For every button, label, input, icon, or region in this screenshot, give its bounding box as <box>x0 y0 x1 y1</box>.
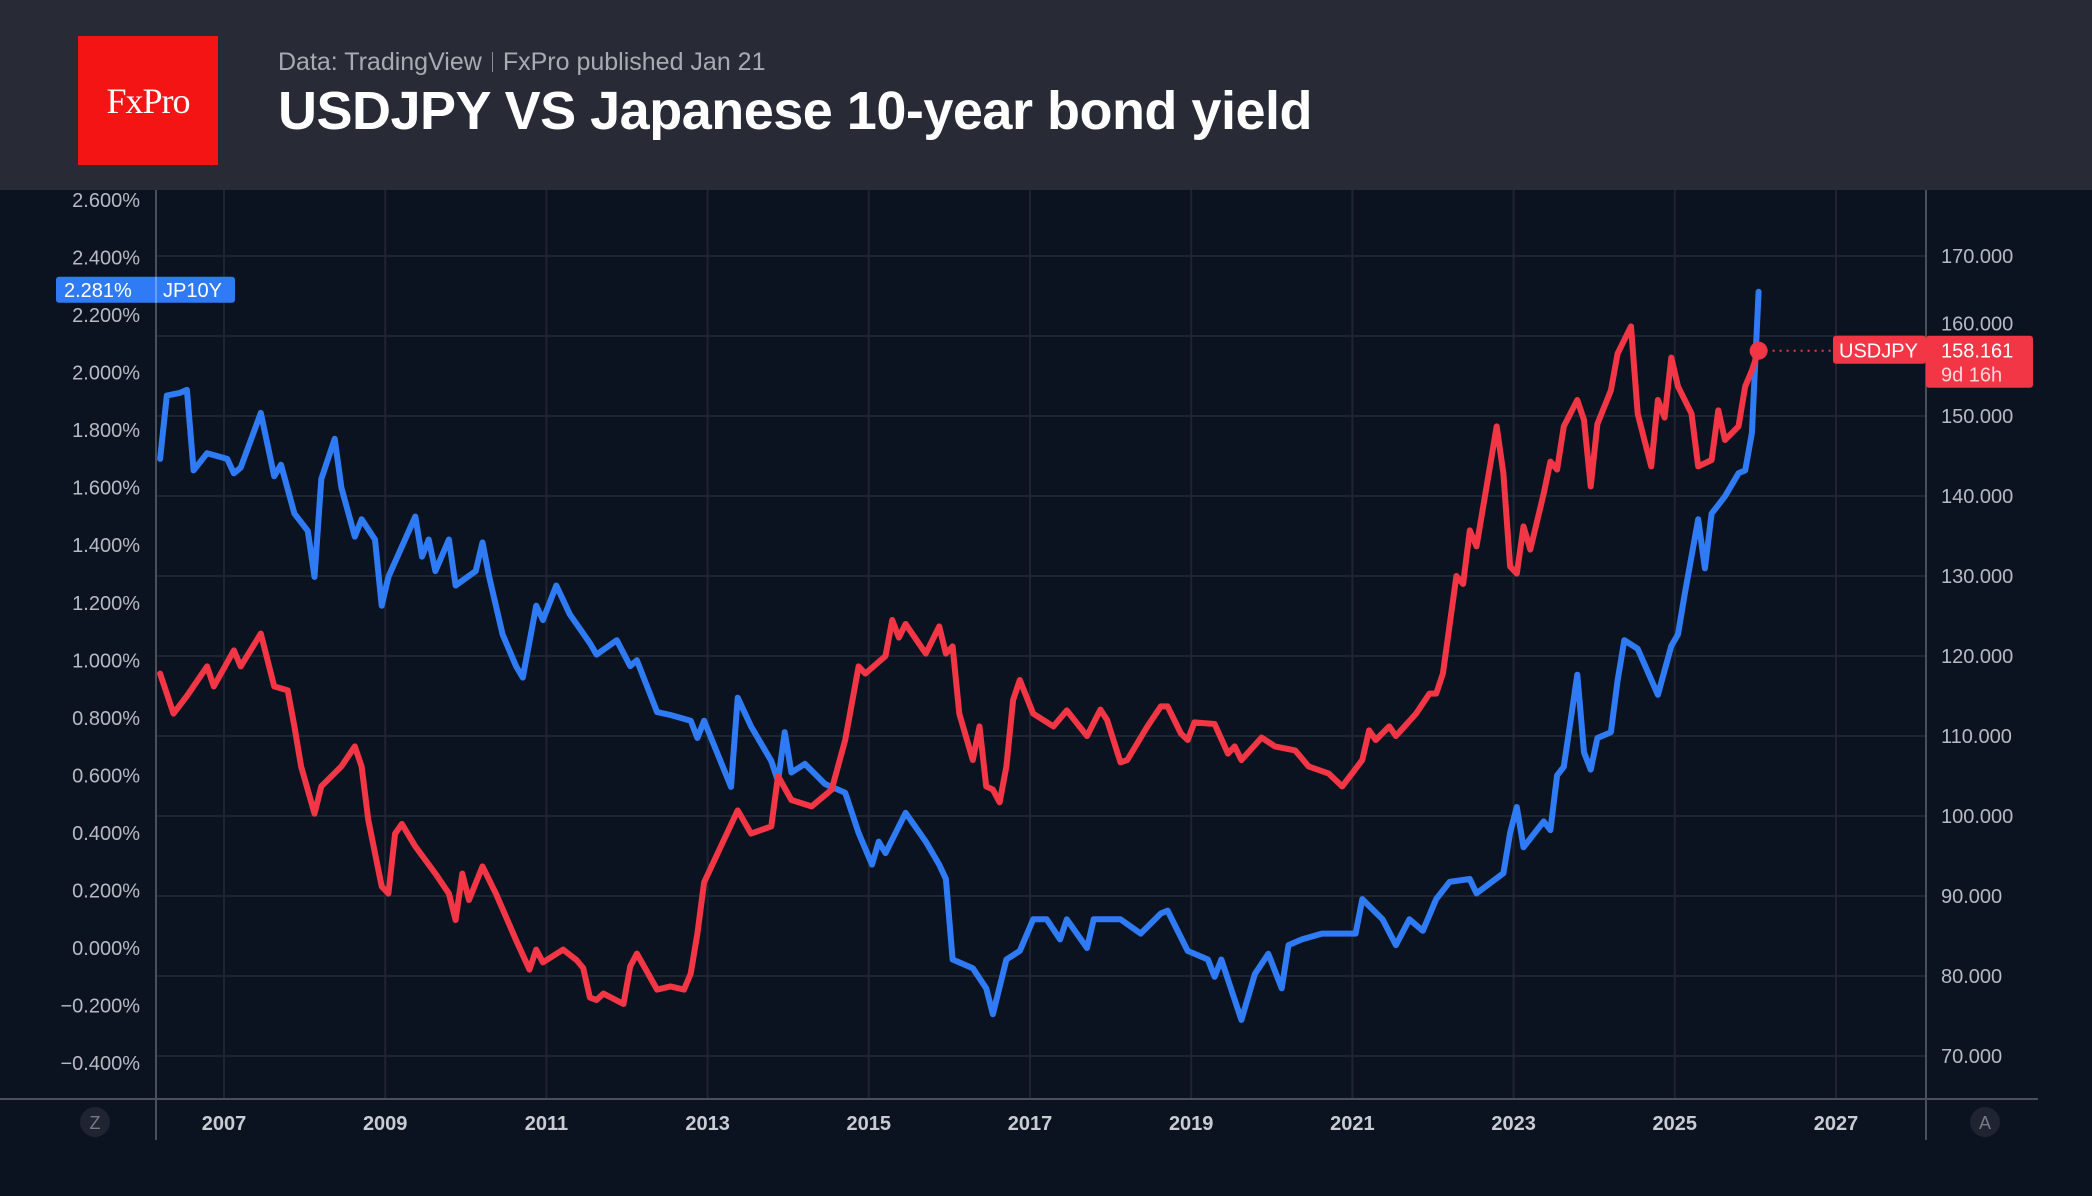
x-tick-label: 2011 <box>525 1113 568 1135</box>
x-tick-label: 2009 <box>363 1113 408 1135</box>
auto-button-bg[interactable] <box>1970 1107 2000 1137</box>
right-tick-label: 160.000 <box>1941 314 2013 336</box>
left-tick-label: 1.400% <box>72 535 140 557</box>
x-tick-label: 2019 <box>1169 1113 1214 1135</box>
axes: 2007 2009 2011 2013 2015 2017 2019 2021 2023 2025… <box>0 190 2038 1140</box>
x-tick-label: 2017 <box>1008 1113 1053 1135</box>
right-tick-label: 70.000 <box>1941 1046 2002 1068</box>
left-tick-label: 0.600% <box>72 765 140 787</box>
right-tick-label: 110.000 <box>1941 726 2012 748</box>
x-tick-label: 2025 <box>1653 1113 1698 1135</box>
auto-scale-button-label[interactable]: Z <box>90 1113 101 1133</box>
auto-button-label[interactable]: A <box>1979 1113 1991 1133</box>
x-tick-label: 2027 <box>1814 1113 1859 1135</box>
left-tick-label: 1.800% <box>72 420 140 442</box>
auto-button[interactable]: A <box>1970 1107 2000 1137</box>
left-tick-label: 2.000% <box>72 363 140 385</box>
chart-title: USDJPY VS Japanese 10-year bond yield <box>278 81 1312 141</box>
data-source: Data: TradingView <box>278 48 482 76</box>
x-tick-label: 2013 <box>685 1113 730 1135</box>
left-tick-label: 2.600% <box>72 190 140 212</box>
series-line-jp10y <box>157 288 1762 1023</box>
right-tick-label: 100.000 <box>1941 806 2013 828</box>
x-tick-label: 2021 <box>1330 1113 1375 1135</box>
left-tick-label: 0.800% <box>72 708 140 730</box>
usdjpy-name-text: USDJPY <box>1839 341 1918 363</box>
jp10y-name-text: JP10Y <box>163 280 222 302</box>
right-tick-label: 90.000 <box>1941 886 2002 908</box>
left-tick-label: 1.200% <box>72 593 140 615</box>
left-tick-label: 1.000% <box>72 650 140 672</box>
countdown-text: 9d 16h <box>1941 365 2002 387</box>
last-price-dot <box>1749 341 1768 360</box>
jp10y-value-text: 2.281% <box>64 280 132 302</box>
left-tick-label: 0.000% <box>72 938 140 960</box>
left-tick-label: 2.400% <box>72 248 140 270</box>
auto-scale-button[interactable]: Z <box>80 1107 110 1137</box>
left-tick-label: 0.400% <box>72 823 140 845</box>
left-tick-label: −0.200% <box>60 996 140 1018</box>
left-tick-label: 0.200% <box>72 880 140 902</box>
right-tick-label: 80.000 <box>1941 966 2002 988</box>
x-tick-label: 2023 <box>1491 1113 1536 1135</box>
auto-scale-button-bg[interactable] <box>80 1107 110 1137</box>
subtitle: Data: TradingView FxPro published Jan 21 <box>278 48 766 77</box>
jp10y-label <box>56 276 235 303</box>
header: FxPro Data: TradingView FxPro published J… <box>0 0 2092 190</box>
x-tick-label: 2015 <box>847 1113 892 1135</box>
right-tick-label: 170.000 <box>1941 246 2013 268</box>
grid <box>156 190 1926 1099</box>
left-tick-label: −0.400% <box>60 1053 140 1075</box>
published-date: FxPro published Jan 21 <box>502 48 766 76</box>
right-tick-label: 140.000 <box>1941 486 2013 508</box>
usdjpy-price-label <box>1926 335 2033 388</box>
usdjpy-price-text: 158.161 <box>1941 341 2013 363</box>
separator <box>491 52 493 72</box>
series-lines <box>157 288 1833 1023</box>
left-tick-label: 1.600% <box>72 478 140 500</box>
left-tick-label: 2.200% <box>72 305 140 327</box>
right-tick-label: 150.000 <box>1941 406 2013 428</box>
x-tick-label: 2007 <box>202 1113 247 1135</box>
series-line-usdjpy <box>157 323 1762 1007</box>
right-tick-label: 130.000 <box>1941 566 2013 588</box>
fxpro-logo: FxPro <box>78 36 218 165</box>
usdjpy-name-label <box>1833 335 1926 364</box>
right-tick-label: 120.000 <box>1941 646 2013 668</box>
logo-text: FxPro <box>106 80 190 121</box>
